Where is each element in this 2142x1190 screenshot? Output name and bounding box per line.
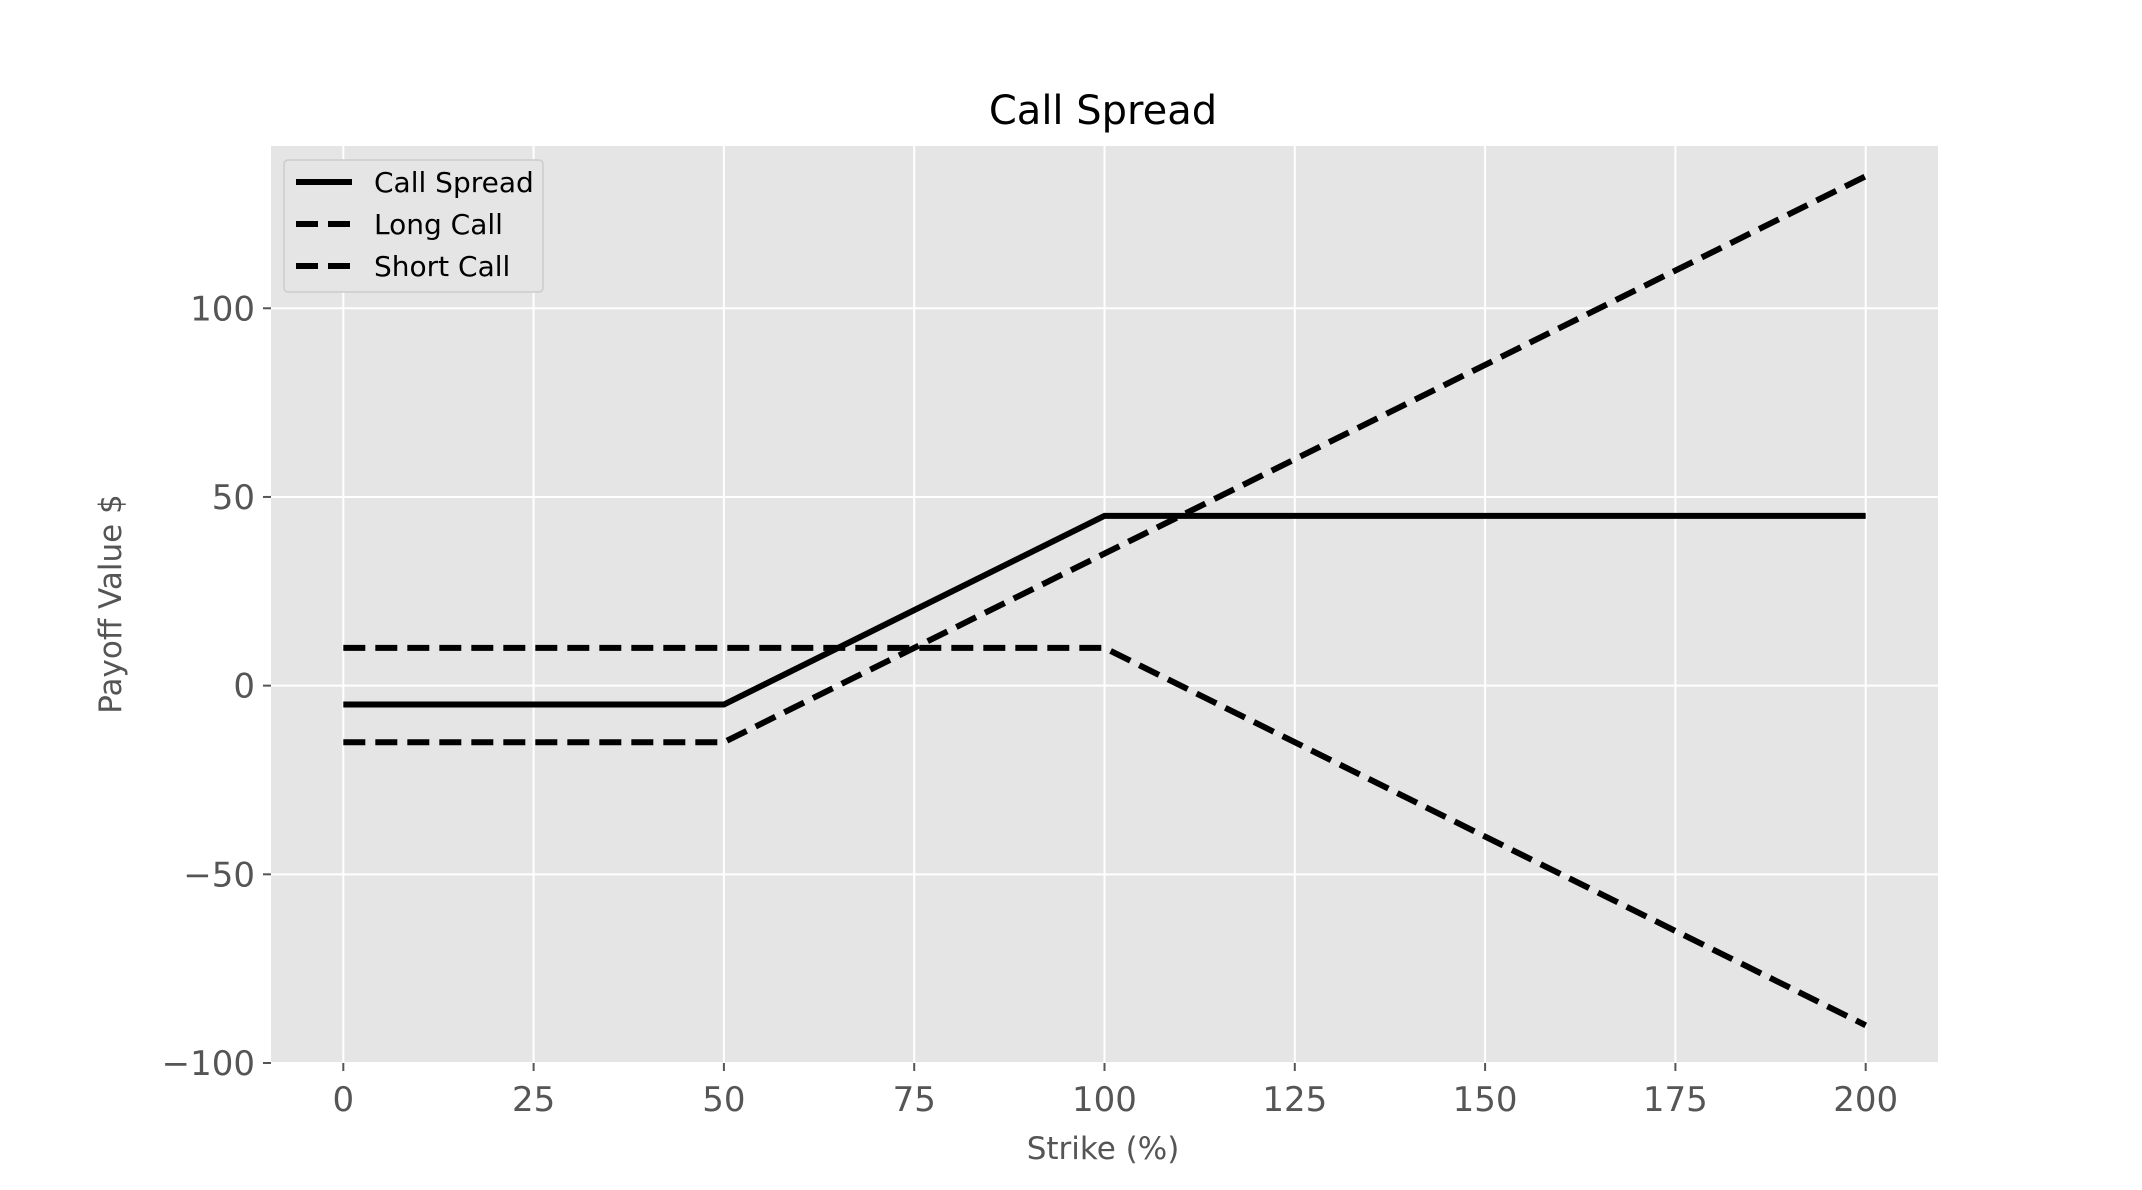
y-axis-label: Payoff Value $	[93, 494, 129, 714]
legend-label: Long Call	[374, 208, 503, 241]
x-tick-label: 100	[1072, 1080, 1137, 1120]
x-tick-label: 150	[1453, 1080, 1518, 1120]
x-tick-label: 175	[1643, 1080, 1708, 1120]
legend-box	[283, 159, 544, 293]
series-line-short-call	[343, 644, 1868, 1028]
legend-label: Call Spread	[374, 166, 534, 199]
x-tick-label: 0	[332, 1080, 354, 1120]
legend: Call Spread Long Call Short Call	[283, 159, 544, 293]
series-line-long-call	[343, 173, 1868, 746]
y-tick-label: 100	[190, 289, 255, 329]
axis-ticks: 0 25 50 75 100 125 150 175 200 −100 −50 0 50 100	[162, 289, 1899, 1120]
series-line-call-spread	[343, 512, 1866, 708]
x-axis-label: Strike (%)	[1027, 1131, 1180, 1167]
y-tick-label: 50	[212, 478, 255, 518]
x-tick-label: 50	[702, 1080, 745, 1120]
y-tick-label: 0	[233, 667, 255, 707]
y-tick-label: −50	[183, 855, 255, 895]
x-tick-label: 75	[893, 1080, 936, 1120]
series-lines	[343, 173, 1868, 1028]
y-tick-label: −100	[162, 1044, 255, 1084]
legend-label: Short Call	[374, 250, 510, 283]
x-tick-label: 200	[1833, 1080, 1898, 1120]
x-tick-label: 125	[1262, 1080, 1327, 1120]
chart-title: Call Spread	[989, 88, 1217, 134]
x-tick-label: 25	[512, 1080, 555, 1120]
